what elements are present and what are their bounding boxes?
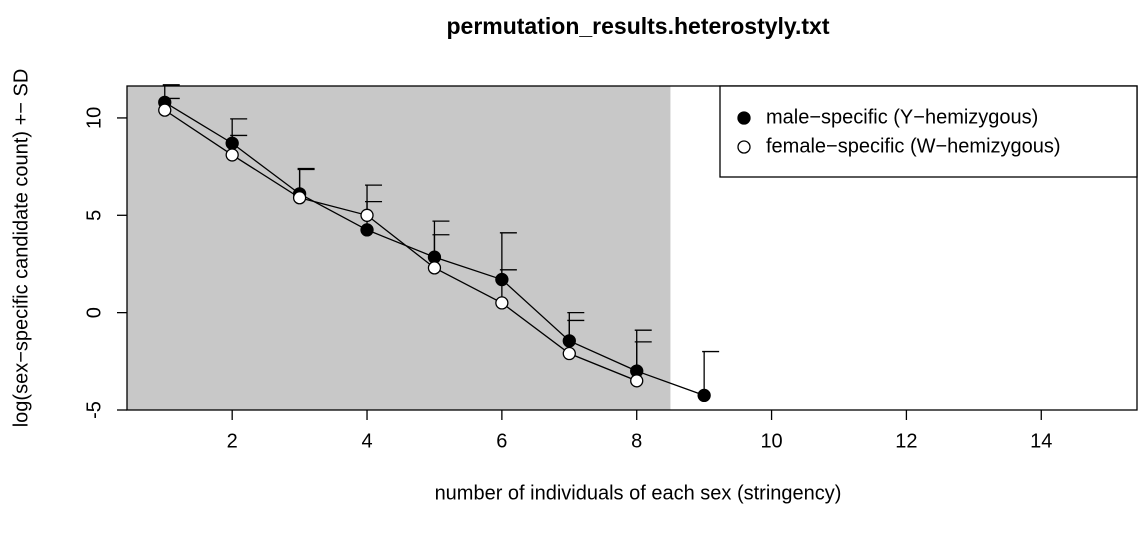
x-tick-label: 2 <box>227 430 238 452</box>
shaded-region <box>127 86 671 410</box>
data-point <box>360 223 374 237</box>
chart-title: permutation_results.heterostyly.txt <box>446 13 829 39</box>
y-tick-label: 0 <box>83 307 105 318</box>
y-tick-label: -5 <box>83 401 105 419</box>
legend-label: female−specific (W−hemizygous) <box>766 135 1061 157</box>
data-point <box>562 346 576 361</box>
y-tick-label: 10 <box>83 107 105 129</box>
data-point <box>225 148 239 162</box>
x-tick-label: 10 <box>760 430 782 452</box>
x-tick-label: 12 <box>895 430 917 452</box>
data-point <box>697 388 711 403</box>
data-point <box>495 272 509 287</box>
data-point <box>225 136 239 150</box>
x-axis-label: number of individuals of each sex (strin… <box>435 482 842 504</box>
plot-frame <box>126 85 1138 411</box>
y-tick-label: 5 <box>83 210 105 221</box>
error-bar <box>702 350 720 396</box>
data-point <box>427 261 442 275</box>
series-line <box>164 109 637 382</box>
data-point <box>158 103 172 117</box>
x-tick-label: 8 <box>631 430 642 452</box>
data-point <box>292 191 307 205</box>
x-tick-label: 4 <box>361 430 372 452</box>
data-point <box>495 296 509 310</box>
legend-marker <box>737 111 751 125</box>
legend-marker <box>737 140 751 154</box>
data-point <box>630 374 644 388</box>
x-tick-label: 6 <box>496 430 507 452</box>
data-point <box>562 334 576 348</box>
data-point <box>360 208 374 222</box>
y-axis-label: log(sex−specific candidate count) +− SD <box>10 69 32 428</box>
x-tick-label: 14 <box>1030 430 1052 452</box>
legend-label: male−specific (Y−hemizygous) <box>766 106 1038 128</box>
legend-box <box>719 85 1138 178</box>
